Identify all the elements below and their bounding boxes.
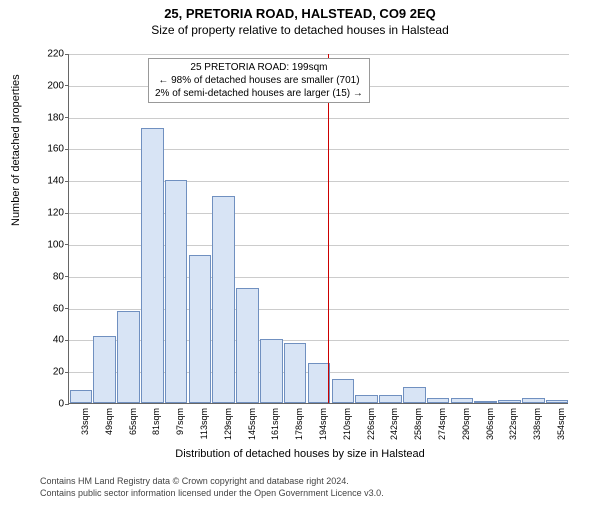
chart: 25 PRETORIA ROAD: 199sqm ← 98% of detach… — [68, 54, 568, 404]
histogram-bar — [474, 401, 497, 403]
plot-area — [68, 54, 568, 404]
y-tick-label: 100 — [34, 239, 64, 250]
histogram-bar — [93, 336, 116, 403]
histogram-bar — [403, 387, 426, 403]
histogram-bar — [427, 398, 450, 403]
histogram-bar — [379, 395, 402, 403]
x-axis-label: Distribution of detached houses by size … — [0, 448, 600, 460]
y-axis-label: Number of detached properties — [10, 74, 22, 226]
gridline — [69, 118, 569, 119]
histogram-bar — [451, 398, 474, 403]
histogram-bar — [141, 128, 164, 403]
histogram-bar — [212, 196, 235, 403]
y-tick-label: 40 — [34, 335, 64, 346]
y-tick-label: 220 — [34, 49, 64, 60]
histogram-bar — [546, 400, 569, 403]
y-tick-label: 180 — [34, 112, 64, 123]
histogram-bar — [260, 339, 283, 403]
reference-line — [328, 54, 329, 403]
annotation-line-3: 2% of semi-detached houses are larger (1… — [155, 87, 363, 100]
histogram-bar — [165, 180, 188, 403]
histogram-bar — [117, 311, 140, 403]
y-tick-label: 120 — [34, 208, 64, 219]
chart-subtitle: Size of property relative to detached ho… — [0, 23, 600, 37]
histogram-bar — [284, 343, 307, 403]
histogram-bar — [189, 255, 212, 403]
histogram-bar — [70, 390, 93, 403]
y-tick-label: 160 — [34, 144, 64, 155]
y-tick-label: 80 — [34, 271, 64, 282]
histogram-bar — [236, 288, 259, 403]
page-title: 25, PRETORIA ROAD, HALSTEAD, CO9 2EQ — [0, 6, 600, 21]
y-tick-label: 200 — [34, 80, 64, 91]
histogram-bar — [355, 395, 378, 403]
annotation-line-1: 25 PRETORIA ROAD: 199sqm — [155, 61, 363, 74]
histogram-bar — [498, 400, 521, 403]
footer-line-1: Contains HM Land Registry data © Crown c… — [40, 475, 384, 488]
y-tick-label: 140 — [34, 176, 64, 187]
histogram-bar — [332, 379, 355, 403]
footer-line-2: Contains public sector information licen… — [40, 487, 384, 500]
y-tick-label: 60 — [34, 303, 64, 314]
y-tick-label: 20 — [34, 367, 64, 378]
x-tick-label: 354sqm — [556, 408, 600, 448]
y-tick-label: 0 — [34, 399, 64, 410]
histogram-bar — [522, 398, 545, 403]
annotation-box: 25 PRETORIA ROAD: 199sqm ← 98% of detach… — [148, 58, 370, 103]
annotation-line-2: ← 98% of detached houses are smaller (70… — [155, 74, 363, 87]
histogram-bar — [308, 363, 331, 403]
footer: Contains HM Land Registry data © Crown c… — [40, 475, 384, 500]
gridline — [69, 54, 569, 55]
